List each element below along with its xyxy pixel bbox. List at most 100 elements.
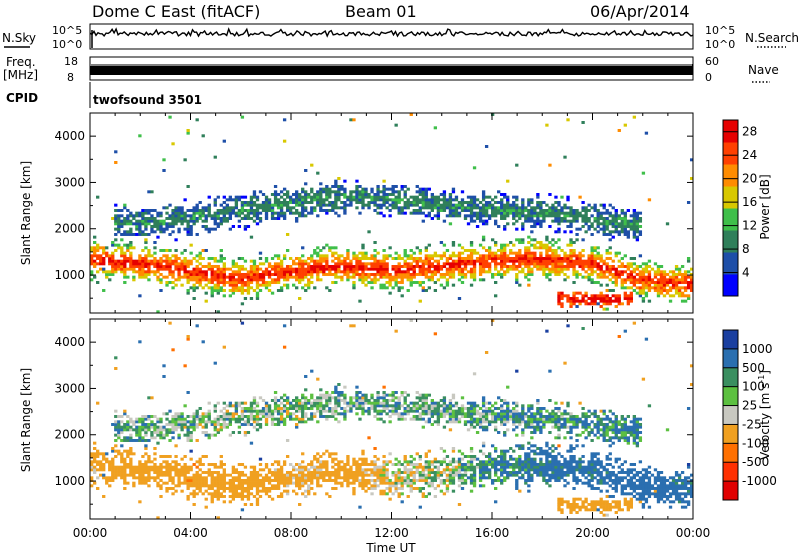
velocity-cell [171, 492, 175, 496]
power-cell [641, 297, 646, 300]
power-cell [325, 190, 329, 194]
power-cell [186, 219, 190, 223]
power-cell [237, 278, 242, 282]
power-cell [213, 227, 217, 231]
power-cell [147, 251, 151, 255]
power-cell [659, 273, 664, 276]
power-cell [207, 227, 211, 231]
power-cell [367, 275, 371, 279]
power-cell [313, 193, 317, 196]
power-cell [481, 219, 486, 223]
power-cell [524, 254, 528, 258]
velocity-cell [270, 463, 275, 466]
power-cell [276, 203, 281, 207]
power-cell [138, 262, 142, 266]
power-cell [548, 211, 552, 215]
power-cell [376, 267, 380, 271]
power-cell [255, 283, 260, 287]
power-cell [584, 259, 588, 263]
power-cell [415, 259, 419, 263]
velocity-cell [138, 468, 142, 472]
velocity-cell [192, 489, 196, 493]
power-cell [515, 214, 519, 218]
velocity-cell [171, 348, 175, 352]
power-cell [186, 222, 190, 226]
power-cell [551, 270, 555, 274]
power-cell [566, 259, 570, 263]
power-cell [460, 251, 465, 255]
velocity-cell [174, 415, 178, 418]
power-cell [237, 265, 242, 268]
power-cell [671, 275, 676, 279]
power-cell [487, 206, 492, 210]
velocity-cell [249, 412, 254, 416]
velocity-cell [228, 495, 232, 498]
power-cell [400, 265, 404, 268]
velocity-cell [183, 420, 187, 424]
power-cell [463, 214, 468, 218]
power-cell [376, 198, 380, 202]
velocity-cell [198, 423, 202, 426]
velocity-cell [120, 465, 124, 469]
power-cell [581, 254, 585, 258]
power-cell [382, 270, 386, 274]
power-cell [153, 246, 157, 250]
power-cell [451, 283, 456, 287]
velocity-cell [304, 404, 308, 408]
power-cell [108, 254, 112, 258]
power-cell [617, 270, 621, 274]
power-cell [243, 209, 248, 212]
velocity-cell [195, 471, 199, 474]
power-cell [141, 275, 145, 279]
power-cell [141, 267, 145, 271]
velocity-cell [273, 423, 278, 426]
velocity-cell [180, 417, 184, 421]
power-cell [261, 283, 266, 287]
power-cell [391, 265, 395, 268]
velocity-cell [310, 479, 314, 482]
velocity-cell [292, 412, 296, 416]
power-cell [192, 267, 196, 271]
velocity-cell [117, 433, 121, 437]
power-cell [189, 259, 193, 263]
velocity-cell [343, 463, 347, 466]
power-cell [216, 209, 220, 212]
velocity-cell [207, 487, 211, 490]
power-cell [611, 273, 615, 276]
velocity-cell [156, 516, 160, 520]
power-cell [490, 275, 495, 279]
velocity-cell [243, 465, 248, 469]
power-cell [653, 270, 658, 274]
velocity-cell [276, 473, 281, 477]
power-cell [213, 198, 217, 202]
power-cell [144, 238, 148, 242]
velocity-cell [273, 479, 278, 482]
power-cell [590, 257, 594, 260]
power-cell [147, 233, 151, 236]
power-cell [596, 262, 600, 266]
power-cell [279, 203, 284, 207]
power-cell [418, 211, 422, 215]
power-cell [237, 214, 242, 218]
nsearch-top-tick: 10^5 [705, 24, 735, 37]
velocity-cell [237, 487, 242, 490]
power-cell [198, 201, 202, 204]
power-cell [322, 187, 326, 191]
power-cell [186, 259, 190, 263]
velocity-cell [285, 409, 290, 413]
power-cell [620, 209, 624, 212]
velocity-cell [346, 481, 350, 485]
velocity-cell [273, 417, 278, 421]
power-cell [500, 201, 504, 204]
power-cell [195, 206, 199, 210]
power-cell [364, 193, 368, 196]
power-cell [207, 257, 211, 260]
power-cell [478, 209, 483, 212]
power-cell [246, 203, 251, 207]
velocity-cell [99, 463, 103, 466]
power-cell [659, 291, 664, 295]
power-colorbar-segment [723, 230, 738, 253]
velocity-cell [352, 404, 356, 408]
power-cell [171, 262, 175, 266]
power-cell [421, 187, 425, 191]
